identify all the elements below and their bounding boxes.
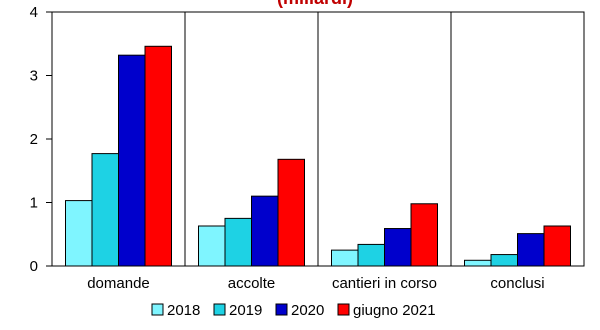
- legend-label: 2020: [291, 302, 324, 319]
- y-tick-label: 2: [30, 131, 38, 148]
- bar-2020-domande: [118, 54, 146, 267]
- bar-2019-accolte: [224, 217, 252, 267]
- bar-giugno-2021-domande: [144, 45, 172, 267]
- category-label: accolte: [228, 275, 276, 292]
- bar-2019-cantieri-in-corso: [357, 243, 385, 267]
- bar-2018-accolte: [198, 225, 226, 267]
- category-label: cantieri in corso: [332, 275, 437, 292]
- y-tick-label: 3: [30, 68, 38, 85]
- x-axis: domande accolte cantieri in corso conclusi: [87, 275, 544, 292]
- legend-swatch: [151, 303, 164, 316]
- y-axis: 0 1 2 3 4: [30, 4, 52, 275]
- legend-swatch: [275, 303, 288, 316]
- category-label: conclusi: [490, 275, 544, 292]
- bar-giugno-2021-accolte: [277, 158, 305, 267]
- legend: 2018 2019 2020 giugno 2021: [151, 302, 436, 319]
- legend-swatch: [213, 303, 226, 316]
- category-label: domande: [87, 275, 150, 292]
- legend-swatch: [337, 303, 350, 316]
- plot-area: [51, 11, 585, 267]
- bar-2020-accolte: [251, 195, 279, 267]
- bar-2018-domande: [65, 200, 93, 267]
- bar-giugno-2021-conclusi: [543, 225, 571, 267]
- legend-label: giugno 2021: [353, 302, 436, 319]
- bar-2020-conclusi: [517, 233, 545, 267]
- bar-giugno-2021-cantieri-in-corso: [410, 203, 438, 267]
- bar-2018-conclusi: [464, 259, 492, 267]
- bar-2018-cantieri-in-corso: [331, 249, 359, 267]
- chart-title: (miliardi): [277, 0, 353, 8]
- bar-2020-cantieri-in-corso: [384, 228, 412, 267]
- bar-2019-domande: [91, 153, 119, 267]
- y-tick-label: 4: [30, 4, 38, 21]
- bar-2019-conclusi: [490, 254, 518, 267]
- legend-label: 2019: [229, 302, 262, 319]
- y-tick-label: 1: [30, 195, 38, 212]
- y-tick-label: 0: [30, 258, 38, 275]
- legend-label: 2018: [167, 302, 200, 319]
